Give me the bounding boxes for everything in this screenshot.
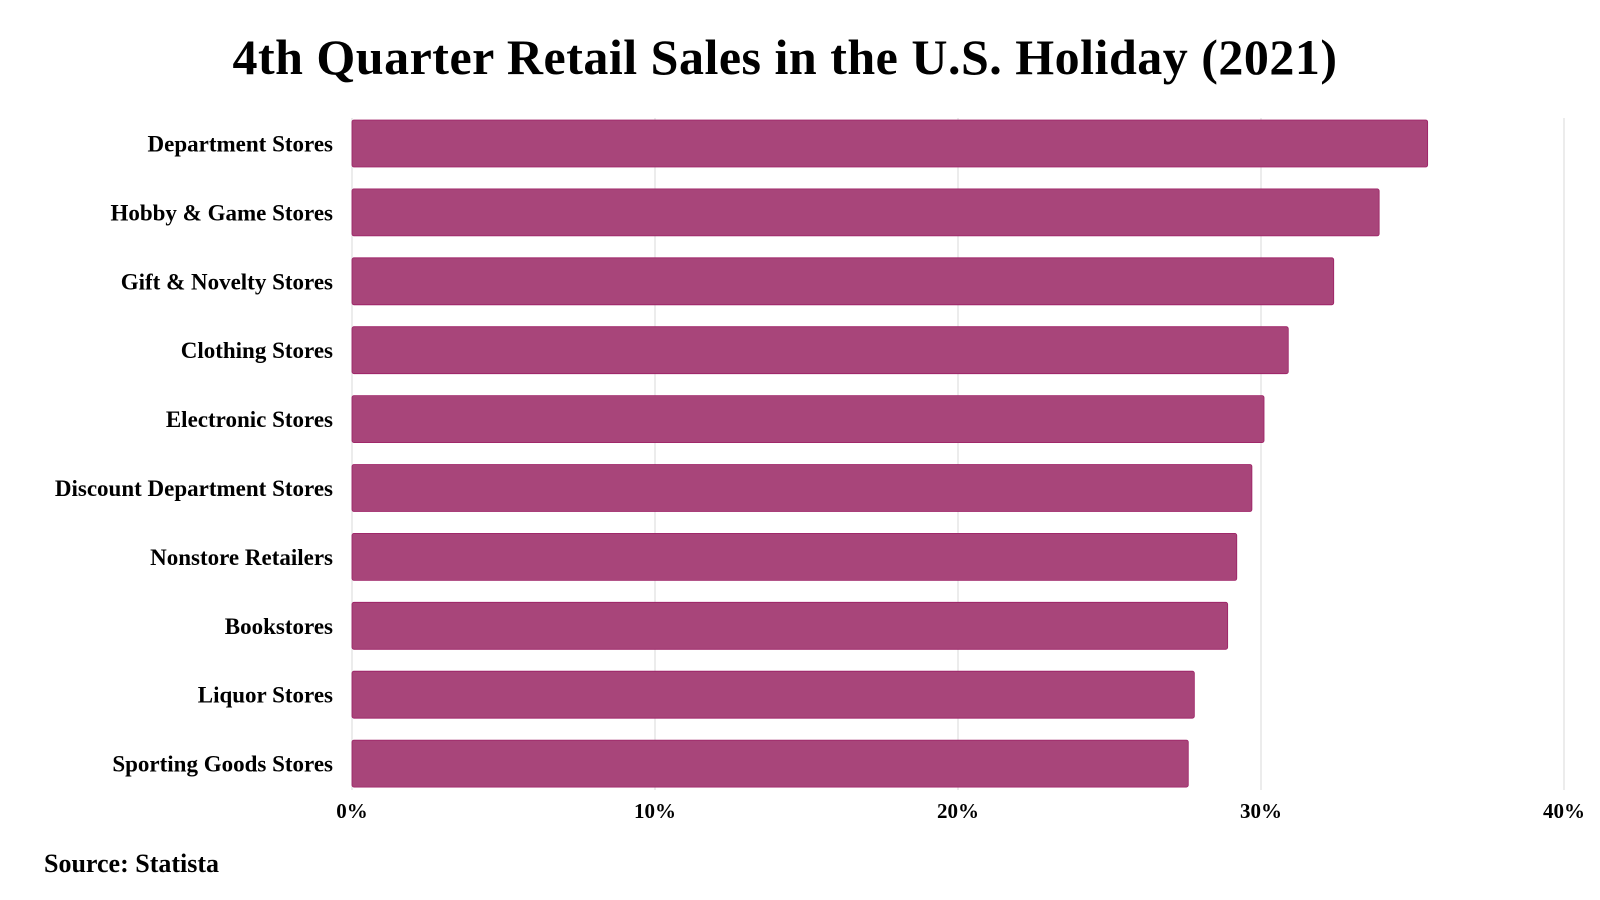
category-label: Discount Department Stores [55,476,333,501]
category-label: Department Stores [148,132,333,157]
category-label: Clothing Stores [181,338,333,363]
chart-title: 4th Quarter Retail Sales in the U.S. Hol… [232,29,1338,85]
source-note: Source: Statista [44,849,220,878]
category-label: Hobby & Game Stores [110,200,333,225]
x-tick-label: 40% [1543,799,1585,823]
x-tick-label: 10% [634,799,676,823]
x-tick-label: 20% [937,799,979,823]
bar [351,257,1335,306]
category-label: Nonstore Retailers [150,545,333,570]
bar [351,326,1289,375]
x-tick-label: 0% [336,799,368,823]
category-label: Electronic Stores [166,407,333,432]
x-axis-tick-labels: 0% 10% 20% 30% 40% [336,799,1585,823]
category-labels: Department Stores Hobby & Game Stores Gift… [55,132,333,777]
bar [351,395,1265,444]
category-label: Sporting Goods Stores [112,752,333,777]
bar [351,119,1429,168]
bars [351,119,1429,788]
bar [351,533,1238,581]
category-label: Liquor Stores [198,683,333,708]
category-label: Gift & Novelty Stores [121,269,333,294]
bar [351,464,1253,512]
bar [351,739,1189,788]
bar [351,188,1380,237]
x-tick-label: 30% [1240,799,1282,823]
bar [351,601,1229,650]
bar [351,670,1195,719]
category-label: Bookstores [225,614,333,639]
